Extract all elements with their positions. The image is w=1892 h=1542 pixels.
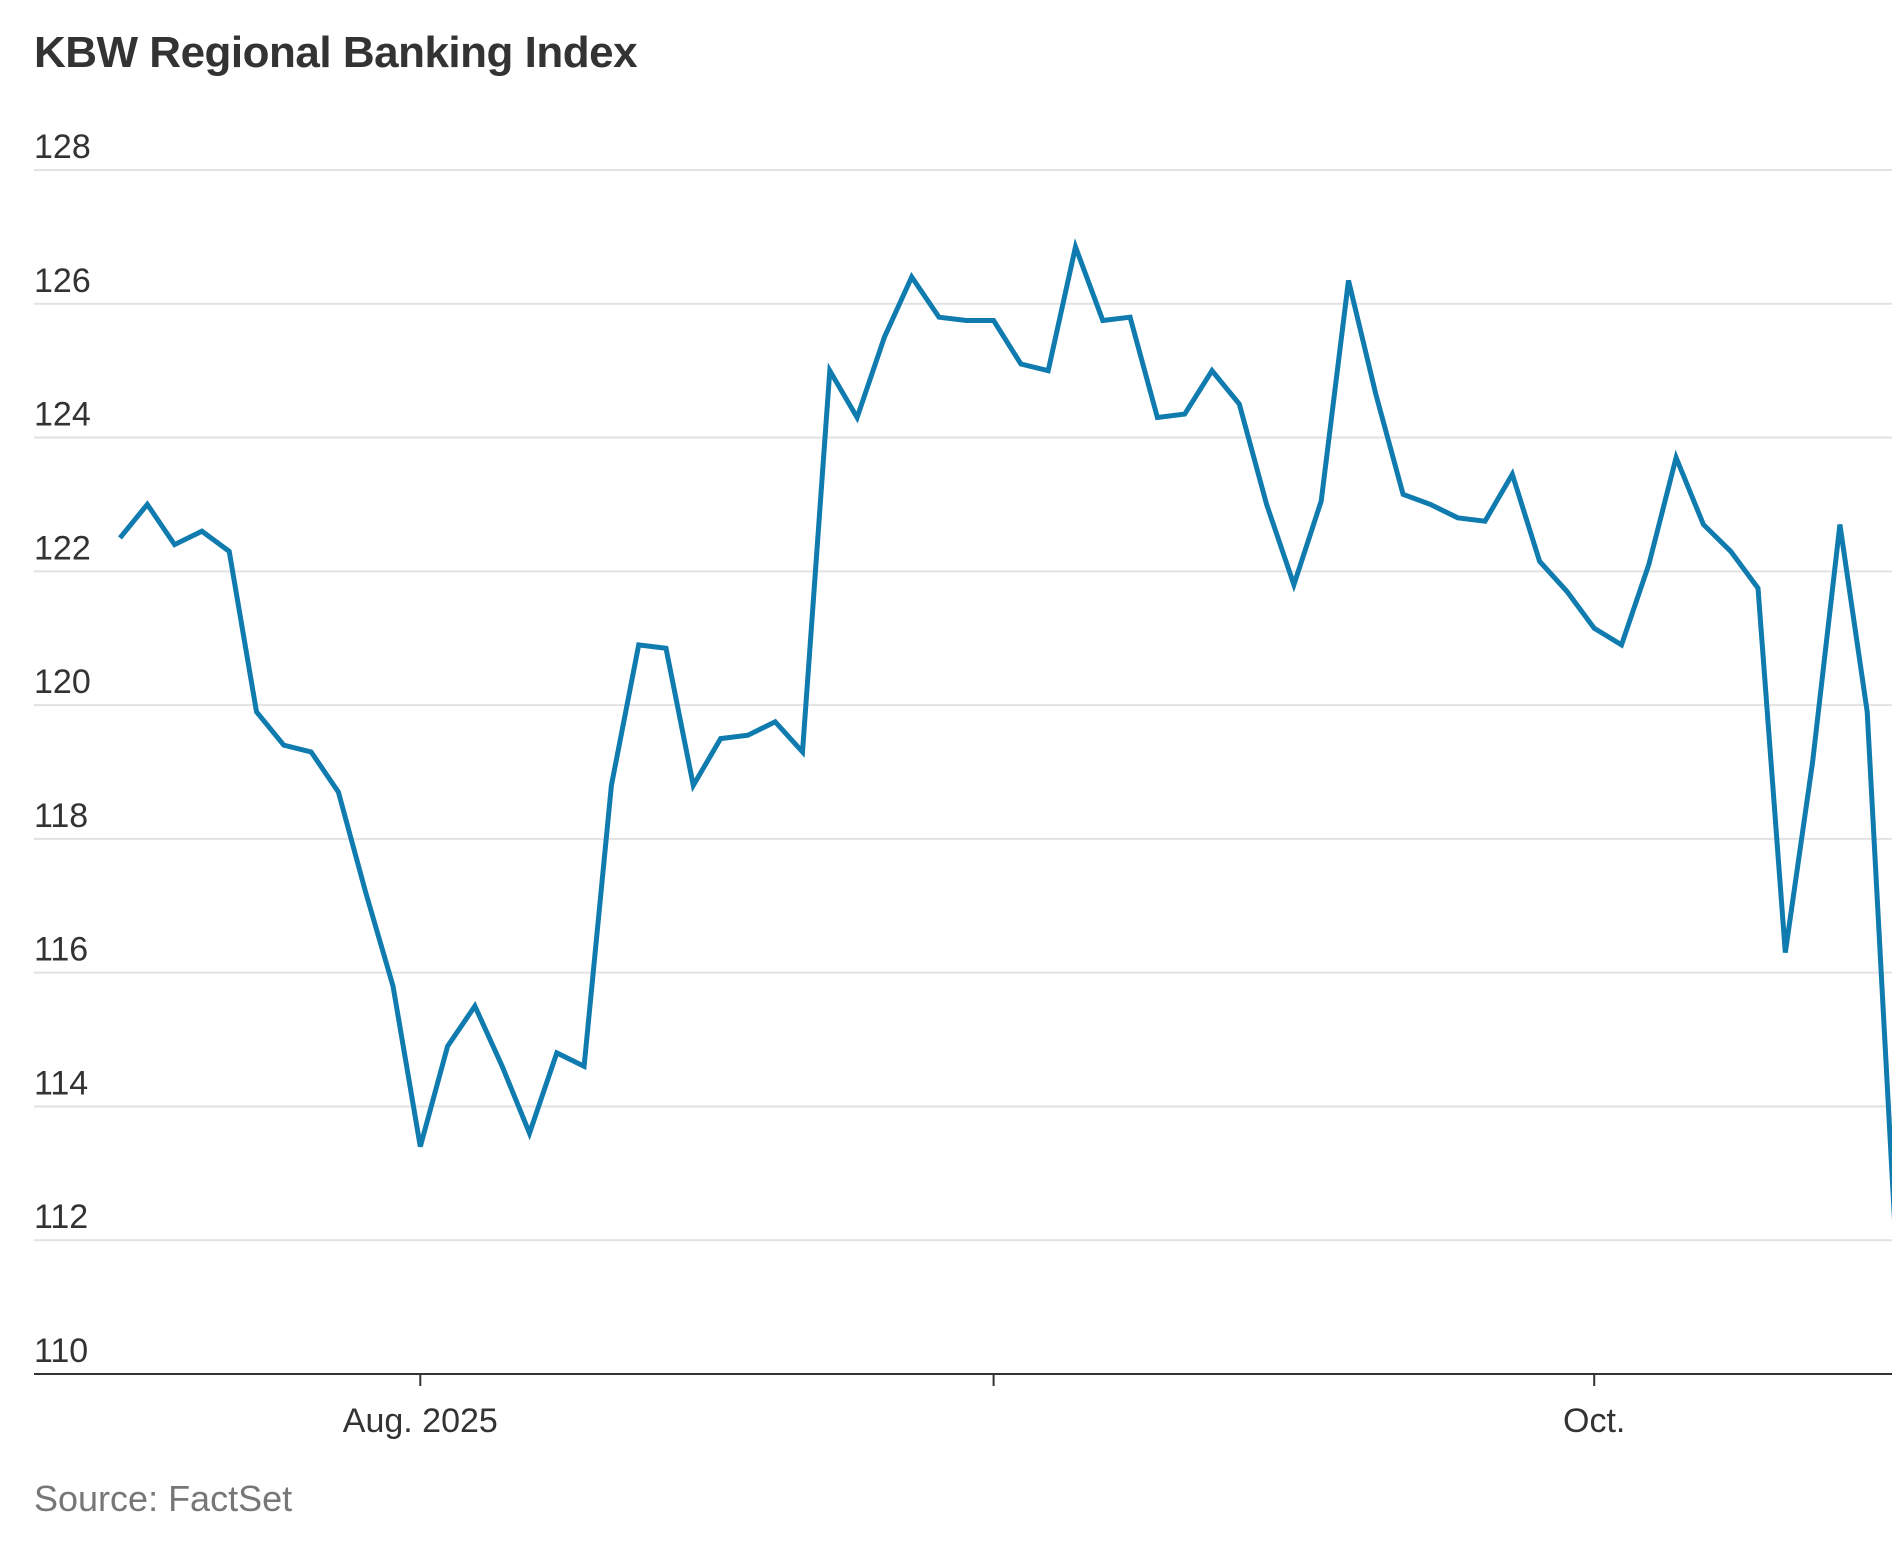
y-axis: 110 112 114 116 118 120 122 124 126 128 (34, 128, 91, 1370)
chart-title: KBW Regional Banking Index (34, 28, 638, 77)
y-tick-label: 126 (34, 262, 91, 300)
x-axis: Aug. 2025 Oct. (343, 1374, 1625, 1440)
y-tick-label: 124 (34, 396, 91, 434)
y-tick-label: 116 (34, 931, 88, 969)
y-tick-label: 114 (34, 1064, 88, 1102)
y-tick-label: 120 (34, 663, 91, 701)
x-tick-label: Aug. 2025 (343, 1402, 498, 1440)
gridlines (34, 169, 1892, 1375)
y-tick-label: 110 (34, 1332, 88, 1370)
y-tick-label: 118 (34, 797, 88, 835)
plot-area (118, 238, 1892, 1221)
x-tick-label: Oct. (1563, 1402, 1625, 1440)
source-note: Source: FactSet (34, 1478, 293, 1519)
y-tick-label: 122 (34, 529, 91, 567)
y-tick-label: 128 (34, 128, 91, 166)
y-tick-label: 112 (34, 1198, 88, 1236)
series-line (118, 238, 1892, 1221)
